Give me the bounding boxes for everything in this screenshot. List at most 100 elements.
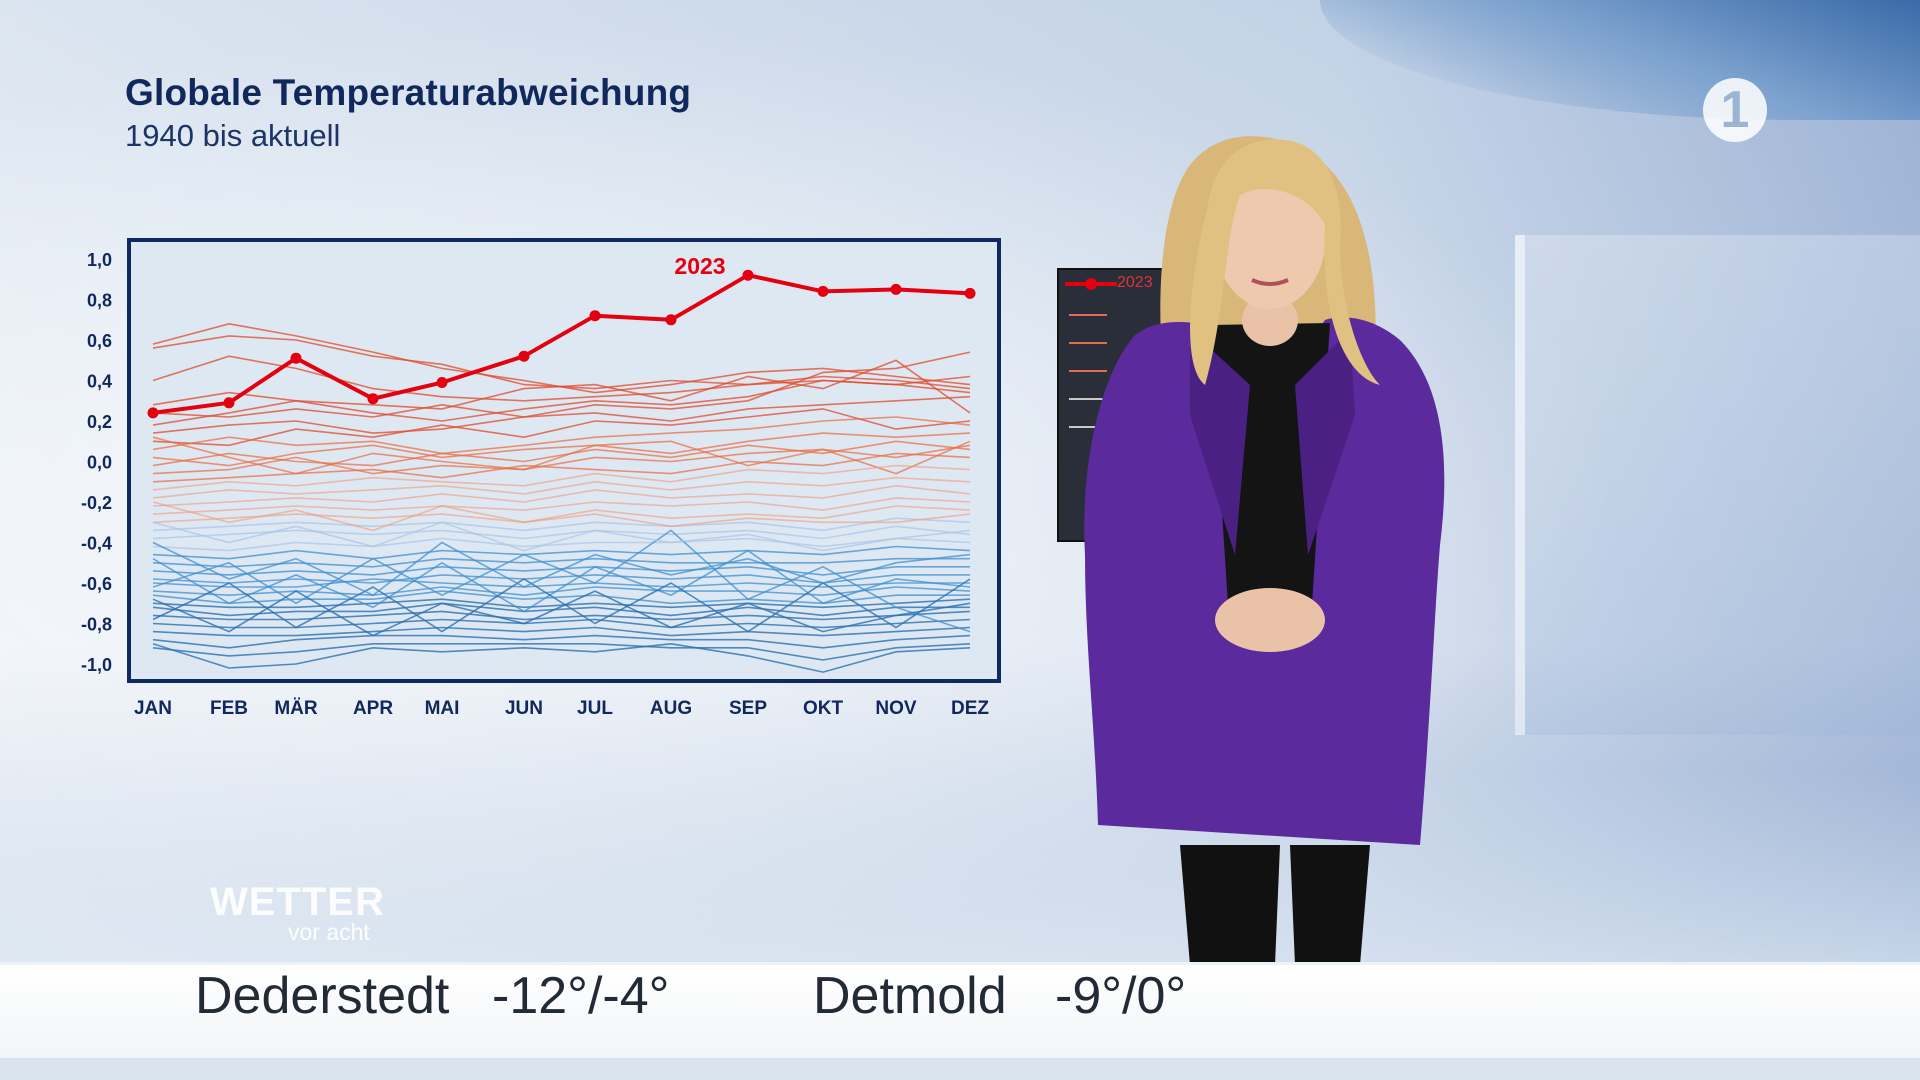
y-tick-label: 1,0 bbox=[87, 250, 112, 270]
background-series-line bbox=[152, 484, 971, 507]
presenter-lapel-right bbox=[1295, 330, 1355, 555]
background-series-line bbox=[152, 590, 971, 637]
x-tick-label-jan: JAN bbox=[134, 698, 172, 719]
background-series-line bbox=[152, 436, 971, 475]
background-series-line bbox=[152, 590, 970, 605]
background-series-line bbox=[152, 557, 970, 568]
highlight-point-apr bbox=[367, 393, 379, 405]
background-series-line bbox=[152, 525, 971, 540]
y-tick-label: -0,8 bbox=[81, 615, 112, 635]
x-tick-label-dez: DEZ bbox=[951, 698, 989, 719]
background-series-line bbox=[152, 598, 971, 609]
background-series-line bbox=[152, 444, 971, 475]
studio-floor bbox=[0, 772, 1920, 962]
x-tick-label-aug: AUG bbox=[650, 698, 692, 719]
weather-ticker bbox=[0, 962, 1920, 1061]
y-tick-label: 0,6 bbox=[87, 331, 112, 351]
ticker-bottom-strip bbox=[0, 1058, 1920, 1080]
background-series-line bbox=[152, 578, 971, 633]
highlight-point-okt bbox=[817, 285, 829, 297]
background-series-line bbox=[152, 408, 971, 447]
chart-subtitle: 1940 bis aktuell bbox=[125, 118, 341, 153]
background-series-line bbox=[152, 642, 971, 661]
background-series-line bbox=[152, 476, 971, 499]
ticker-city-2: Detmold bbox=[813, 967, 1007, 1025]
background-series-line bbox=[152, 432, 971, 467]
x-tick-label-okt: OKT bbox=[803, 698, 844, 719]
highlight-point-mai bbox=[436, 377, 448, 388]
background-series-line bbox=[152, 541, 971, 597]
highlight-series-label: 2023 bbox=[674, 253, 725, 279]
background-series-line bbox=[152, 642, 971, 673]
highlight-point-dez bbox=[964, 287, 976, 299]
x-tick-label-jun: JUN bbox=[505, 698, 543, 719]
x-tick-label-jul: JUL bbox=[577, 698, 613, 719]
x-tick-label-nov: NOV bbox=[875, 698, 917, 719]
y-tick-label: 0,8 bbox=[87, 291, 112, 311]
brand-sub-text: vor acht bbox=[288, 919, 370, 945]
x-tick-label-mai: MAI bbox=[425, 698, 460, 719]
ticker-city-1: Dederstedt bbox=[195, 967, 450, 1025]
y-tick-label: -0,6 bbox=[81, 574, 112, 594]
background-series-line bbox=[152, 359, 971, 414]
presenter-neck bbox=[1242, 294, 1298, 346]
studio-wall-panel bbox=[1515, 235, 1920, 735]
x-axis: JAN FEB MÄR APR MAI JUN JUL AUG SEP OKT NOV DEZ bbox=[134, 698, 989, 719]
x-tick-label-feb: FEB bbox=[210, 698, 248, 719]
background-series-group bbox=[152, 322, 971, 673]
background-series-line bbox=[152, 545, 971, 560]
y-tick-label: 0,4 bbox=[87, 372, 112, 392]
program-brand: WETTER vor acht bbox=[210, 880, 385, 946]
background-series-line bbox=[152, 529, 971, 633]
background-series-line bbox=[152, 351, 971, 418]
highlight-series-group: 2023 bbox=[147, 253, 976, 419]
presenter-lapel-left bbox=[1190, 330, 1250, 555]
background-series-line bbox=[152, 634, 971, 649]
y-tick-label: -0,2 bbox=[81, 493, 112, 513]
y-tick-label: 0,2 bbox=[87, 412, 112, 432]
highlight-point-feb bbox=[223, 397, 235, 409]
highlight-point-jun bbox=[518, 350, 530, 362]
background-series-line bbox=[152, 549, 971, 613]
background-series-line bbox=[152, 517, 971, 532]
plot-frame bbox=[127, 238, 1001, 683]
background-series-line bbox=[152, 395, 971, 434]
background-series-line bbox=[152, 521, 971, 552]
background-series-line bbox=[152, 602, 970, 617]
highlight-point-jul bbox=[589, 310, 601, 322]
highlight-point-jan bbox=[147, 407, 159, 419]
temperature-chart: 2023 1,0 0,8 0,6 0,4 0,2 0,0 -0,2 -0,4 -0,6 -0,8 -… bbox=[81, 238, 1001, 719]
background-series-line bbox=[152, 537, 971, 552]
y-tick-label: -0,4 bbox=[81, 534, 112, 554]
y-axis: 1,0 0,8 0,6 0,4 0,2 0,0 -0,2 -0,4 -0,6 -0,8 -1,0 bbox=[81, 250, 112, 675]
highlight-point-mär bbox=[290, 352, 302, 364]
x-tick-label-apr: APR bbox=[353, 698, 393, 719]
y-tick-label: -1,0 bbox=[81, 655, 112, 675]
x-tick-label-mär: MÄR bbox=[274, 698, 318, 719]
background-series-line bbox=[152, 618, 971, 629]
presenter-hair-front bbox=[1190, 139, 1380, 385]
monitor-legend-icon bbox=[1065, 278, 1117, 290]
monitor-highlight-label: 2023 bbox=[1117, 274, 1153, 291]
background-series-line bbox=[152, 379, 971, 426]
x-tick-label-sep: SEP bbox=[729, 698, 767, 719]
highlight-series-line bbox=[152, 273, 971, 415]
presenter-hands bbox=[1215, 588, 1325, 652]
ticker-temps-1: -12°/-4° bbox=[492, 967, 670, 1025]
background-series-line bbox=[152, 626, 971, 637]
presenter-legs bbox=[1180, 845, 1370, 965]
presenter-face bbox=[1214, 161, 1326, 309]
highlight-point-sep bbox=[742, 269, 754, 281]
highlight-point-nov bbox=[890, 283, 902, 295]
background-series-line bbox=[152, 501, 971, 532]
background-series-line bbox=[152, 464, 971, 491]
background-series-line bbox=[152, 586, 971, 597]
background-series-line bbox=[152, 505, 971, 524]
y-tick-label: 0,0 bbox=[87, 453, 112, 473]
ticker-temps-2: -9°/0° bbox=[1055, 967, 1187, 1025]
brand-main-text: WETTER bbox=[210, 880, 385, 924]
background-series-line bbox=[152, 416, 971, 455]
presenter-mouth bbox=[1251, 278, 1289, 286]
background-series-line bbox=[152, 452, 971, 483]
broadcaster-logo: 1 bbox=[1703, 78, 1767, 142]
